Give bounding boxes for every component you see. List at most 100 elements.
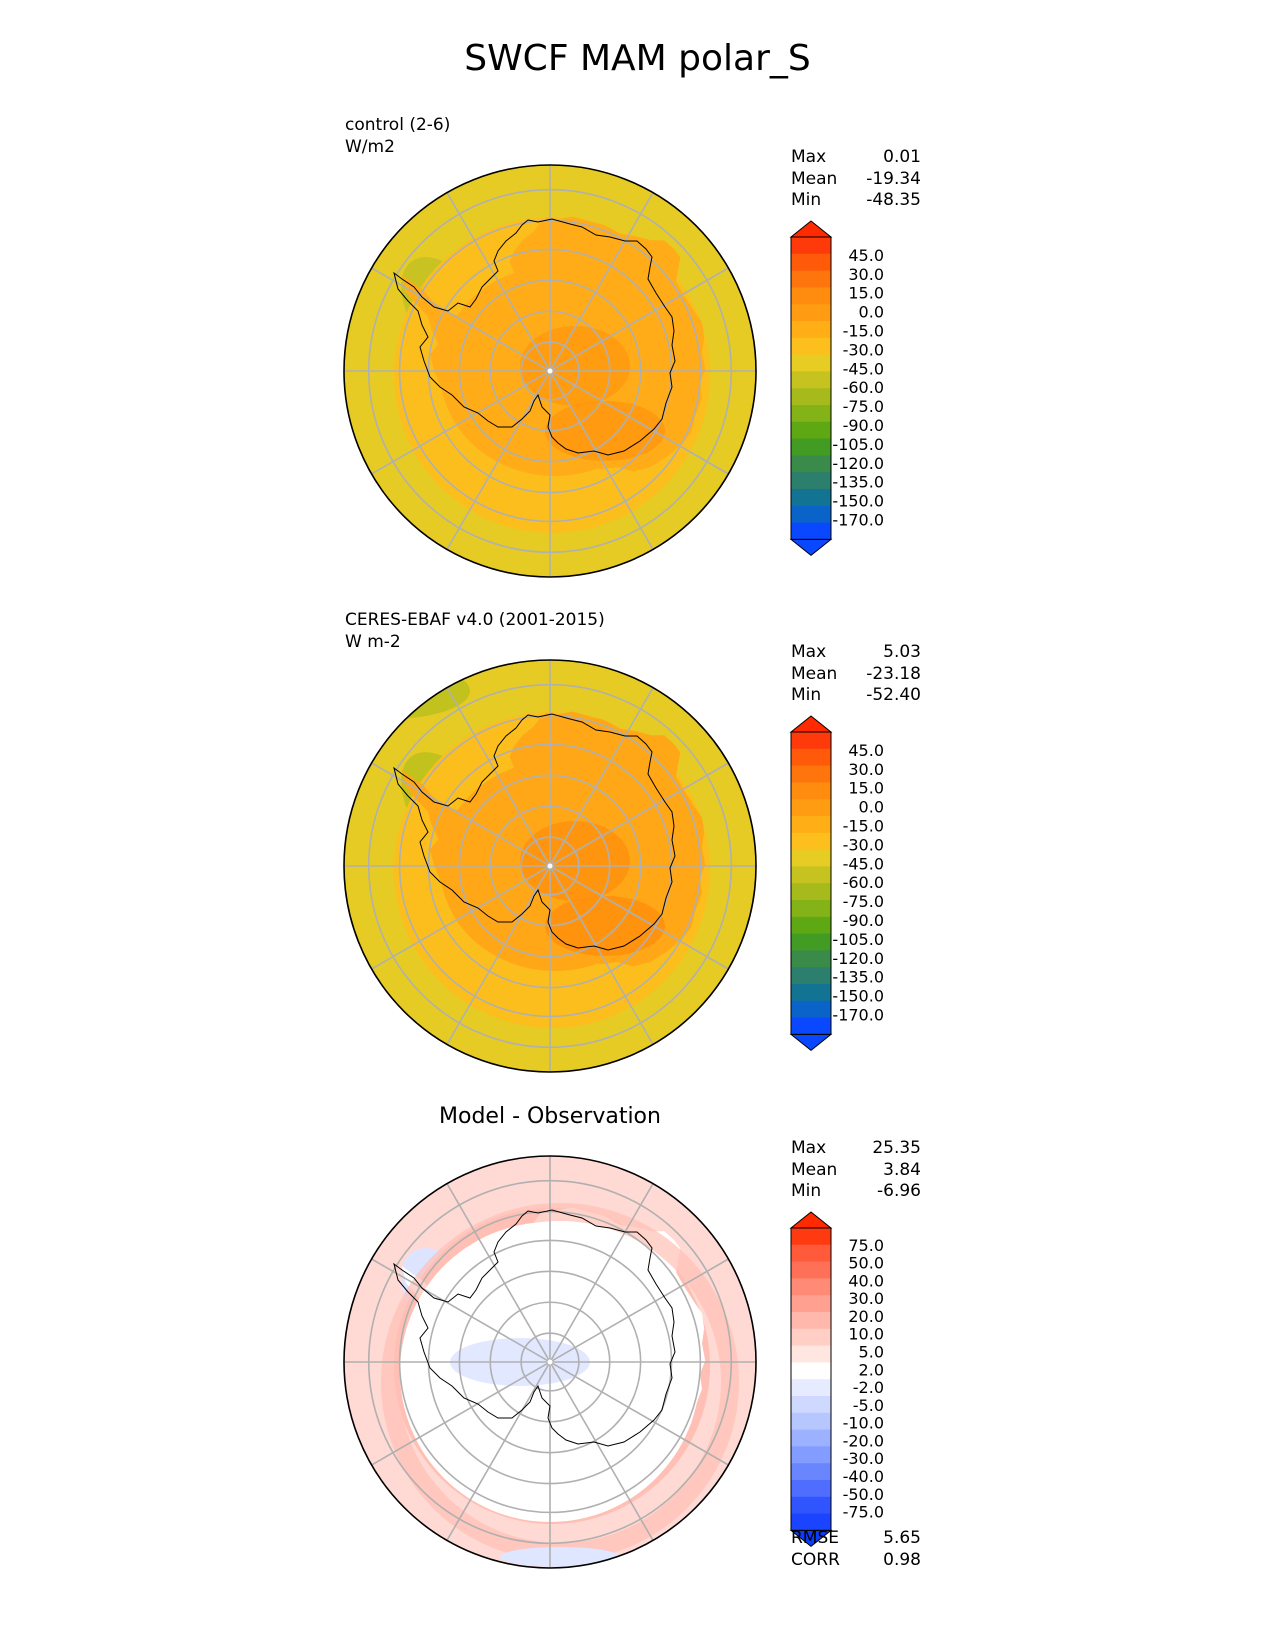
colorbar-tick-label: -15.0 [843, 817, 884, 836]
colorbar-tick-label: 20.0 [848, 1307, 884, 1326]
colorbar-segment [791, 472, 831, 490]
colorbar-tick-label: -170.0 [832, 511, 884, 530]
colorbar-segment [791, 732, 831, 750]
stat-value: -23.18 [866, 663, 921, 684]
colorbar-segment [791, 950, 831, 968]
colorbar-tick-label: 30.0 [848, 760, 884, 779]
colorbar-tick-label: -135.0 [832, 473, 884, 492]
colorbar-tick-label: -30.0 [843, 835, 884, 854]
colorbar-segment [791, 832, 831, 851]
colorbar-tick-label: -60.0 [843, 873, 884, 892]
colorbar-tick-label: -120.0 [832, 454, 884, 473]
skill-stats: RMSE 5.65 CORR 0.98 [791, 1528, 921, 1571]
colorbar-segment [791, 866, 831, 884]
stat-name: RMSE [791, 1528, 840, 1548]
colorbar-tick-label: -170.0 [832, 1006, 884, 1025]
stat-name: Mean [791, 1159, 838, 1180]
colorbar-segment [791, 1017, 831, 1035]
colorbar-extend-top [789, 220, 833, 238]
colorbar: 75.050.040.030.020.010.05.02.0-2.0-5.0-1… [789, 1211, 884, 1548]
colorbar-tick-label: 15.0 [848, 779, 884, 798]
stat-name: Max [791, 1138, 827, 1158]
polar-map: 45.030.015.00.0-15.0-30.0-45.0-60.0-75.0… [343, 164, 884, 578]
colorbar-frame [790, 731, 832, 1035]
colorbar-segment [791, 287, 831, 305]
colorbar-segment [791, 849, 831, 867]
colorbar-segment [791, 1379, 831, 1397]
colorbar-tick-label: -90.0 [843, 911, 884, 930]
colorbar-segment [791, 1412, 831, 1431]
stat-name: Min [791, 685, 822, 705]
colorbar-segment [791, 967, 831, 985]
colorbar-segment [791, 505, 831, 524]
colorbar-segment [791, 337, 831, 356]
colorbar-segment [791, 1463, 831, 1481]
colorbar-segment [791, 1513, 831, 1531]
colorbar-extend-bottom [789, 538, 833, 557]
panel-stats: Max 5.03 Mean -23.18 Min -52.40 [791, 642, 921, 707]
colorbar-segment [791, 1312, 831, 1330]
colorbar-tick-label: -30.0 [843, 340, 884, 359]
colorbar-tick-label: -10.0 [843, 1414, 884, 1433]
panel-label-model: control (2-6) [345, 115, 451, 135]
colorbar-segment [791, 1328, 831, 1347]
colorbar-segment [791, 371, 831, 389]
pole-marker [547, 1359, 553, 1365]
colorbar-tick-label: 0.0 [859, 798, 884, 817]
colorbar-tick-label: 45.0 [848, 741, 884, 760]
colorbar-segment [791, 748, 831, 767]
colorbar-tick-label: -135.0 [832, 968, 884, 987]
stat-value: -19.34 [866, 168, 921, 189]
field-patch [344, 663, 470, 719]
colorbar-tick-label: -60.0 [843, 378, 884, 397]
map-boundary [343, 659, 757, 1073]
colorbar-extend-top [789, 715, 833, 733]
colorbar-tick-label: 30.0 [848, 265, 884, 284]
figure-title: SWCF MAM polar_S [464, 38, 811, 79]
colorbar-tick-label: -90.0 [843, 416, 884, 435]
map-boundary [343, 164, 757, 578]
stat-name: Min [791, 1181, 822, 1201]
stat-name: Mean [791, 168, 838, 189]
colorbar-segment [791, 799, 831, 817]
colorbar-segment [791, 1244, 831, 1263]
panel-title: Model - Observation [439, 1104, 661, 1129]
colorbar-tick-label: -20.0 [843, 1431, 884, 1450]
stat-value: 25.35 [872, 1138, 921, 1158]
colorbar-segment [791, 354, 831, 372]
colorbar-frame [790, 236, 832, 540]
colorbar-segment [791, 1480, 831, 1498]
colorbar-extend-bottom [789, 1033, 833, 1052]
panel-observation: CERES-EBAF v4.0 (2001-2015) W m-2 Max 5.0… [0, 610, 1275, 1080]
colorbar-tick-label: -105.0 [832, 930, 884, 949]
colorbar-tick-label: -15.0 [843, 322, 884, 341]
colorbar-segment [791, 1295, 831, 1313]
polar-map: 45.030.015.00.0-15.0-30.0-45.0-60.0-75.0… [343, 659, 884, 1073]
colorbar-segment [791, 438, 831, 456]
colorbar-tick-label: -2.0 [853, 1378, 884, 1397]
panel-label-obs: CERES-EBAF v4.0 (2001-2015) [345, 610, 605, 630]
field-patch [500, 1547, 620, 1567]
panel-difference: Model - Observation Max 25.35 Mean 3.84 Mi… [0, 1104, 1275, 1576]
colorbar-tick-label: -30.0 [843, 1449, 884, 1468]
colorbar-tick-label: 40.0 [848, 1271, 884, 1290]
colorbar: 45.030.015.00.0-15.0-30.0-45.0-60.0-75.0… [789, 220, 884, 557]
stat-value: 3.84 [883, 1159, 921, 1180]
antarctica-coastline [393, 1209, 676, 1447]
stat-name: Min [791, 190, 822, 210]
colorbar-segment [791, 1278, 831, 1296]
colorbar: 45.030.015.00.0-15.0-30.0-45.0-60.0-75.0… [789, 715, 884, 1052]
stat-value: -6.96 [877, 1181, 921, 1201]
colorbar-tick-label: -40.0 [843, 1467, 884, 1486]
colorbar-segment [791, 522, 831, 540]
colorbar-frame [790, 1227, 832, 1531]
stat-value: -48.35 [866, 190, 921, 210]
panel-stats: Max 25.35 Mean 3.84 Min -6.96 [791, 1138, 921, 1203]
stat-name: Max [791, 147, 827, 167]
stat-value: 0.98 [883, 1549, 921, 1570]
polar-map: 75.050.040.030.020.010.05.02.0-2.0-5.0-1… [343, 1155, 884, 1569]
stat-value: 5.65 [883, 1528, 921, 1548]
panel-stats: Max 0.01 Mean -19.34 Min -48.35 [791, 147, 921, 212]
colorbar-tick-label: 0.0 [859, 303, 884, 322]
colorbar-segment [791, 1228, 831, 1246]
